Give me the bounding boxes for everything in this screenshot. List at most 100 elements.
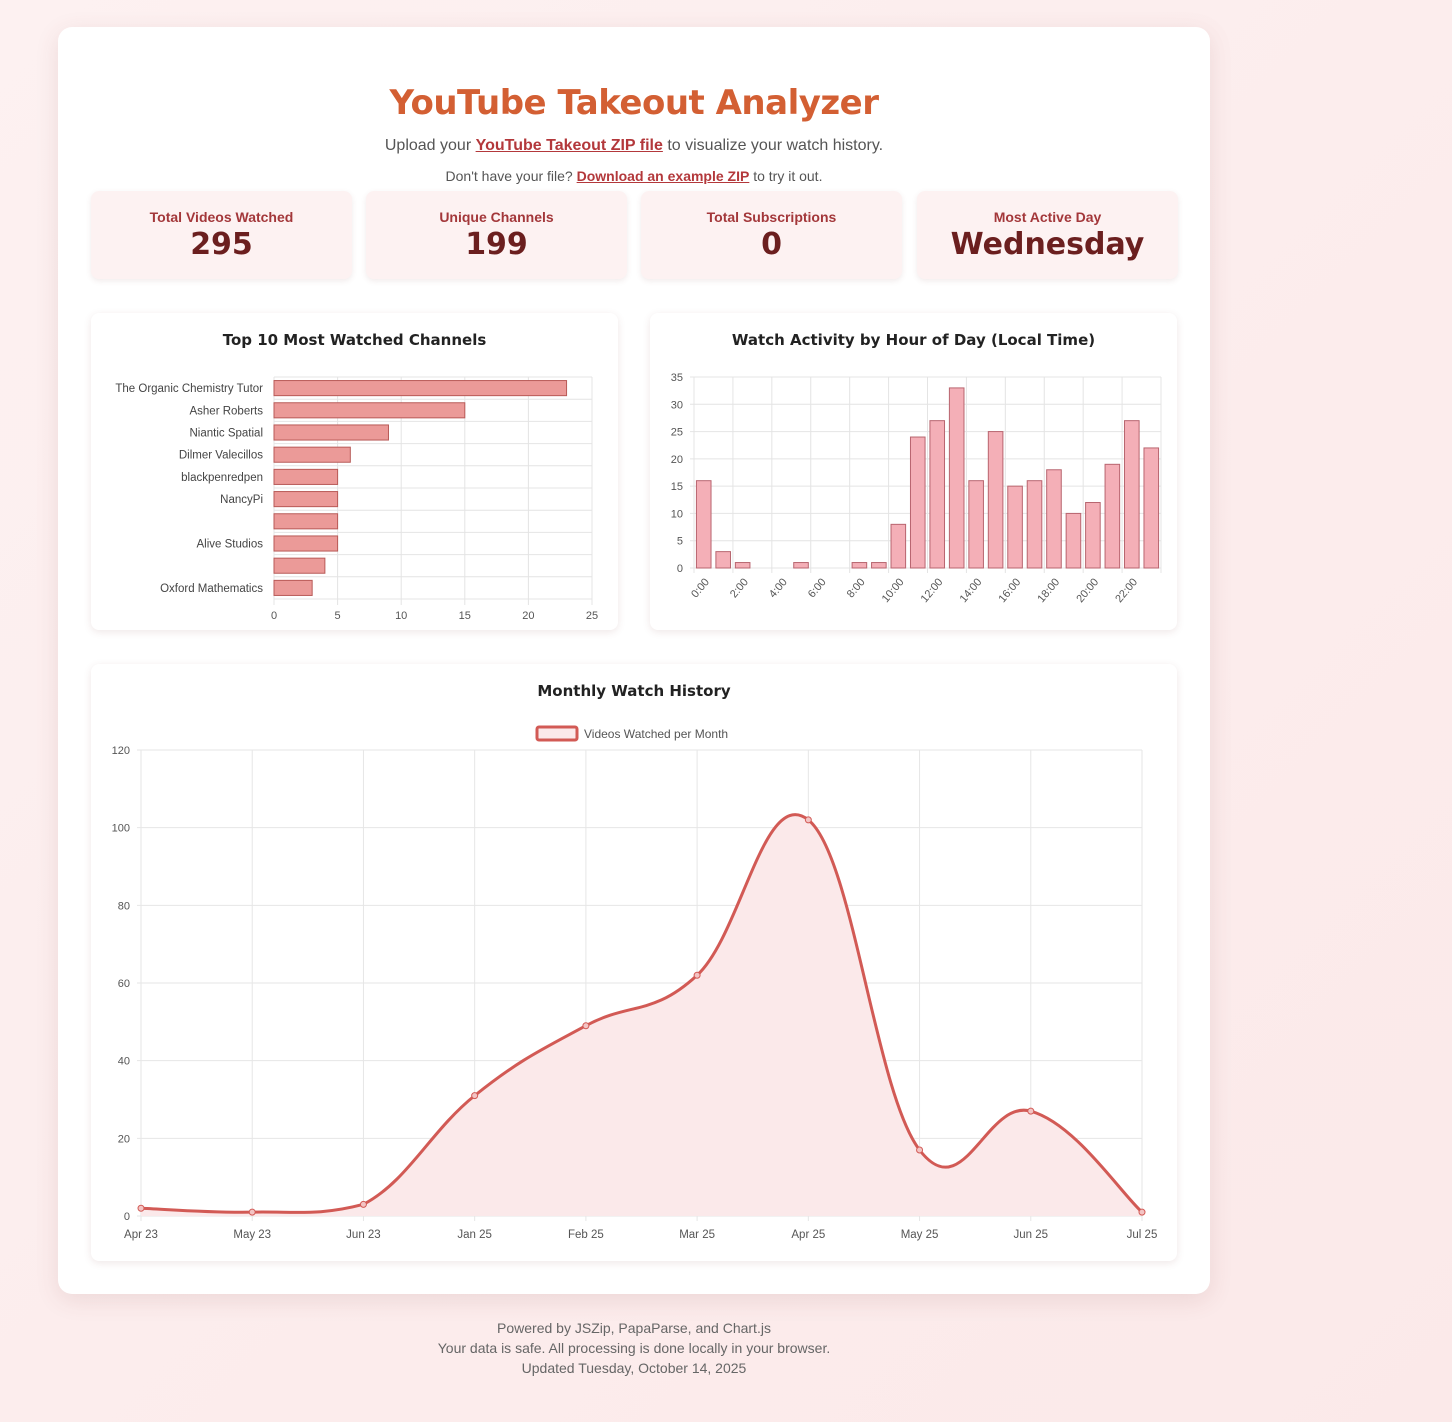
hourly-activity-panel: Watch Activity by Hour of Day (Local Tim…: [650, 313, 1177, 630]
chart-title: Watch Activity by Hour of Day (Local Tim…: [731, 331, 1096, 349]
x-tick-label: 20:00: [1074, 576, 1101, 605]
hour-bar: [1026, 480, 1043, 569]
example-instructions: Don't have your file? Download an exampl…: [58, 168, 1210, 184]
y-tick-label: 10: [671, 508, 683, 520]
page-title: YouTube Takeout Analyzer: [389, 83, 879, 123]
y-tick-label: 30: [671, 399, 683, 411]
stat-value: 295: [190, 227, 253, 262]
stat-label: Total Subscriptions: [706, 209, 837, 225]
monthly-history-chart: Videos Watched per Month 0 20 40 60 80 100 120 A…: [112, 725, 1157, 1241]
y-tick-label: 20: [671, 454, 683, 466]
y-tick-label: 20: [118, 1133, 130, 1145]
channel-bar: [273, 380, 568, 397]
stat-most-active-day: Most Active Day Wednesday: [917, 191, 1178, 279]
x-tick-label: 14:00: [958, 576, 985, 605]
y-tick-label: 80: [118, 900, 130, 912]
x-tick-label: May 23: [233, 1229, 271, 1241]
x-tick-label: 0: [271, 610, 277, 622]
x-tick-label: 22:00: [1113, 576, 1140, 605]
hour-bar: [851, 562, 868, 569]
y-tick-label: The Organic Chemistry Tutor: [115, 383, 263, 395]
x-tick-label: Apr 25: [791, 1229, 825, 1241]
channel-bar: [273, 579, 313, 596]
hourly-activity-chart: 0 5 10 15 20 25 30 35 0:00 2:00 4:00 6:00 8:00 10:00 1…: [671, 372, 1162, 605]
stat-value: Wednesday: [950, 227, 1145, 262]
y-tick-label: 60: [118, 978, 130, 990]
data-point: [1138, 1208, 1146, 1216]
y-tick-label: 15: [671, 481, 683, 493]
chart-title: Top 10 Most Watched Channels: [222, 331, 487, 349]
x-tick-label: 25: [586, 610, 598, 622]
hour-bar: [734, 562, 751, 569]
footer-updated-date: Updated Tuesday, October 14, 2025: [521, 1360, 747, 1376]
hour-bar: [909, 436, 926, 569]
download-example-link[interactable]: Download an example ZIP: [576, 168, 750, 184]
x-tick-label: 18:00: [1035, 576, 1062, 605]
example-post: to try it out.: [749, 168, 823, 184]
y-tick-label: 100: [112, 823, 130, 835]
hour-bar: [1065, 512, 1082, 569]
series-line: [140, 813, 1144, 1214]
data-point: [916, 1146, 924, 1154]
y-tick-label: 0: [677, 563, 683, 575]
x-tick-label: Jun 25: [1014, 1229, 1049, 1241]
x-tick-label: Jan 25: [457, 1229, 492, 1241]
data-point: [582, 1022, 590, 1030]
hour-bar: [793, 562, 809, 569]
stat-label: Total Videos Watched: [149, 209, 294, 225]
x-tick-label: May 25: [901, 1229, 939, 1241]
hour-bar: [1124, 420, 1140, 569]
channel-bar: [273, 513, 339, 530]
data-point: [1027, 1107, 1035, 1115]
y-tick-label: Niantic Spatial: [189, 428, 263, 440]
chart-title: Monthly Watch History: [537, 682, 731, 700]
subtitle-pre: Upload your: [384, 137, 476, 154]
x-tick-label: 5: [335, 610, 341, 622]
channel-bar: [273, 468, 339, 485]
channel-bar: [273, 424, 389, 441]
y-tick-label: 40: [118, 1056, 130, 1068]
y-tick-label: Alive Studios: [197, 539, 264, 551]
y-tick-label: 25: [671, 427, 683, 439]
hour-bar: [890, 523, 907, 569]
hour-bar: [929, 420, 946, 569]
x-tick-label: 16:00: [996, 576, 1023, 605]
monthly-history-panel: Monthly Watch History Videos Watched per…: [91, 664, 1177, 1261]
hour-bar: [1046, 469, 1062, 569]
stat-total-subscriptions: Total Subscriptions 0: [641, 191, 902, 279]
y-tick-label: Asher Roberts: [189, 405, 263, 417]
upload-zip-link[interactable]: YouTube Takeout ZIP file: [475, 137, 663, 154]
y-tick-label: 35: [671, 372, 683, 384]
upload-instructions: Upload your YouTube Takeout ZIP file to …: [58, 137, 1210, 155]
legend-swatch: [535, 725, 579, 742]
data-point: [804, 816, 812, 824]
channel-bar: [273, 402, 466, 419]
top-channels-chart: 0 5 10 15 20 25 The Organic Chemistry Tutor Ash…: [115, 376, 598, 622]
x-tick-label: 15: [459, 610, 471, 622]
data-point: [471, 1092, 479, 1100]
hour-bar: [1104, 463, 1121, 569]
x-tick-label: 4:00: [767, 576, 790, 600]
x-tick-label: 10: [395, 610, 407, 622]
subtitle-post: to visualize your watch history.: [662, 137, 884, 154]
stat-total-videos: Total Videos Watched 295: [91, 191, 352, 279]
hour-bar: [1007, 485, 1023, 569]
y-tick-label: 120: [112, 745, 130, 757]
stat-label: Unique Channels: [439, 209, 554, 225]
x-tick-label: 2:00: [728, 576, 751, 600]
hour-bar: [715, 551, 731, 569]
x-tick-label: 8:00: [845, 576, 868, 600]
stat-unique-channels: Unique Channels 199: [366, 191, 627, 279]
stat-value: 199: [465, 227, 528, 262]
example-pre: Don't have your file?: [445, 168, 577, 184]
hour-bar: [695, 480, 712, 569]
hour-bar: [871, 562, 887, 569]
channel-bar: [273, 557, 326, 574]
x-tick-label: Mar 25: [679, 1229, 715, 1241]
y-tick-label: NancyPi: [220, 494, 263, 506]
area-fill: [141, 814, 1142, 1216]
x-tick-label: Jun 23: [346, 1229, 381, 1241]
x-tick-label: 20: [522, 610, 534, 622]
x-tick-label: 6:00: [806, 576, 829, 600]
data-point: [359, 1200, 367, 1208]
